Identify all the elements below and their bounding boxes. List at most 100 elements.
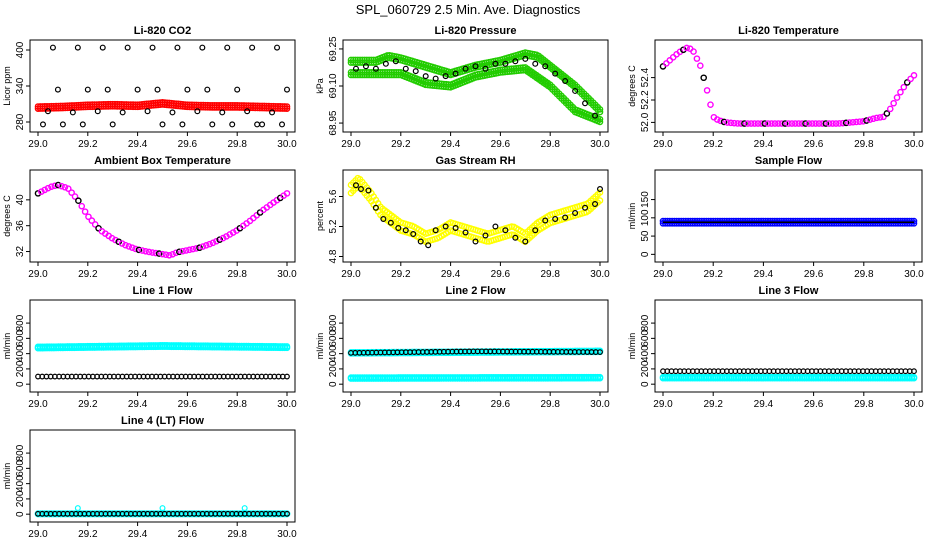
data-point: [372, 65, 379, 72]
x-tick-label: 30.0: [590, 399, 610, 410]
data-point: [883, 110, 891, 117]
x-tick-label: 29.6: [178, 269, 198, 280]
data-point: [51, 182, 59, 190]
data-point: [48, 183, 55, 190]
data-point: [135, 246, 143, 254]
data-point: [162, 251, 170, 259]
data-point: [900, 83, 908, 91]
data-point: [798, 120, 806, 127]
data-point: [284, 373, 290, 380]
series-points-cyan: [74, 505, 248, 512]
x-tick-label: 29.6: [178, 529, 198, 540]
data-point: [596, 108, 604, 116]
data-point: [216, 236, 224, 243]
y-tick-label: 32: [15, 246, 26, 258]
data-point: [815, 120, 823, 127]
x-tick-label: 30.0: [590, 139, 610, 150]
data-point: [839, 119, 847, 127]
y-tick-label: 600: [15, 460, 26, 477]
data-point: [819, 120, 826, 127]
data-point: [44, 108, 51, 115]
y-tick-label: 150: [640, 191, 651, 208]
data-point: [249, 44, 256, 51]
data-point: [502, 60, 509, 67]
x-tick-label: 29.8: [854, 139, 874, 150]
chart-panel: Line 3 Flow 29.0 29.2 29.4 29.6 29.8 30.0 0 2004…: [627, 285, 924, 410]
data-point: [155, 250, 163, 257]
data-point: [512, 234, 519, 241]
data-point: [747, 120, 755, 127]
data-point: [283, 103, 291, 110]
series-band-cyan: [347, 373, 604, 382]
data-point: [88, 217, 96, 224]
y-tick-label: 800: [640, 314, 651, 331]
y-tick-label: 400: [328, 345, 339, 362]
data-point: [74, 44, 81, 51]
data-point: [169, 109, 176, 116]
plot-area: [34, 44, 291, 128]
y-tick-label: 69.25: [328, 36, 339, 61]
data-point: [596, 197, 604, 204]
y-axis-label: degrees C: [2, 195, 12, 237]
y-tick-label: 52.0: [640, 112, 651, 132]
data-point: [159, 121, 166, 128]
data-point: [202, 242, 210, 249]
data-point: [172, 249, 180, 257]
data-point: [442, 223, 449, 230]
panel-title: Li-820 Temperature: [738, 25, 839, 37]
data-point: [352, 182, 359, 189]
data-point: [432, 75, 439, 82]
data-point: [219, 234, 227, 242]
data-point: [880, 113, 887, 121]
x-tick-label: 29.8: [854, 269, 874, 280]
x-tick-label: 29.6: [804, 139, 824, 150]
data-point: [829, 120, 836, 127]
x-tick-label: 29.6: [491, 139, 511, 150]
data-point: [492, 60, 499, 67]
data-point: [81, 208, 89, 215]
data-point: [68, 189, 75, 196]
data-point: [125, 243, 133, 250]
data-point: [596, 186, 603, 193]
data-point: [109, 121, 116, 128]
data-point: [596, 115, 604, 123]
data-point: [897, 88, 904, 96]
data-point: [911, 368, 917, 375]
data-point: [94, 108, 101, 115]
data-point: [502, 227, 509, 234]
x-tick-label: 29.4: [441, 139, 461, 150]
data-point: [582, 100, 589, 107]
x-tick-label: 29.4: [441, 399, 461, 410]
x-tick-label: 29.8: [854, 399, 874, 410]
y-axis-label: Licor ppm: [2, 66, 12, 106]
data-point: [124, 44, 131, 51]
data-point: [522, 238, 529, 245]
x-tick-label: 29.6: [178, 399, 198, 410]
data-point: [690, 48, 697, 55]
data-point: [128, 244, 136, 251]
plot-area: [34, 181, 291, 259]
x-tick-label: 30.0: [590, 269, 610, 280]
panel-title: Line 2 Flow: [446, 285, 506, 297]
data-point: [781, 120, 789, 127]
panel-title: Line 4 (LT) Flow: [121, 415, 204, 427]
series-band-yellow: [347, 174, 604, 246]
data-point: [836, 120, 843, 127]
data-point: [422, 73, 429, 80]
y-axis-label: ml/min: [2, 333, 12, 360]
x-tick-label: 29.4: [128, 529, 148, 540]
y-tick-label: 400: [15, 41, 26, 58]
y-tick-label: 800: [15, 444, 26, 461]
x-tick-label: 30.0: [904, 399, 924, 410]
y-axis-label: ml/min: [627, 333, 637, 360]
y-tick-label: 0: [15, 511, 26, 517]
chart-panel: Line 4 (LT) Flow 29.0 29.2 29.4 29.6 29.8 30.0…: [2, 415, 297, 540]
data-point: [751, 120, 758, 127]
x-tick-label: 30.0: [277, 399, 297, 410]
data-point: [542, 217, 549, 224]
x-tick-label: 30.0: [277, 529, 297, 540]
data-point: [179, 121, 186, 128]
data-point: [717, 117, 724, 125]
data-point: [199, 44, 206, 51]
data-point: [697, 62, 704, 69]
